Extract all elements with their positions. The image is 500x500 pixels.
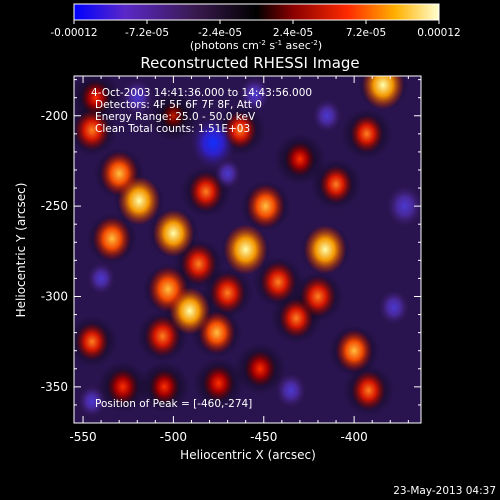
colorbar-tick-label: -0.00012 [50,27,97,39]
colorbar-gradient [74,4,439,20]
x-tick-label: -550 [69,430,96,444]
x-tick-label: -500 [160,430,187,444]
axis-ticks: -550 -500 -450 -400 -200 -250 -300 -350 [41,76,421,444]
y-tick-label: -300 [41,289,68,303]
colorbar-units: (photons cm-2 s-1 asec-2) [190,39,322,52]
info-line: 4-Oct-2003 14:41:36.000 to 14:43:56.000 [91,87,312,99]
info-line: Detectors: 4F 5F 6F 7F 8F, Att 0 [95,99,262,111]
y-axis-label: Heliocentric Y (arcsec) [14,183,28,318]
colorbar: -0.00012 -7.2e-05 -2.4e-05 2.4e-05 7.2e-05 0.… [50,3,461,52]
emission-source [169,287,211,335]
colorbar-tick-label: 7.2e-05 [346,27,386,39]
colorbar-frame [73,3,440,21]
emission-source [244,350,276,387]
negative-residual [312,99,342,133]
emission-source [319,165,353,204]
emission-source [260,261,297,303]
emission-source [117,176,161,226]
emission-source [152,209,195,257]
emission-source [300,276,336,317]
colorbar-tick-label: -2.4e-05 [198,27,242,39]
emission-source [74,109,110,151]
emission-source [144,315,181,357]
peak-position-label: Position of Peak = [-460,-274] [95,398,252,410]
emission-source [80,80,111,115]
negative-residual [78,385,106,417]
emission-source [350,114,384,153]
plot-frame [73,75,422,424]
colorbar-tick-label: 0.00012 [417,27,460,39]
plot-title: Reconstructed RHESSI Image [140,54,359,72]
emission-source [188,172,224,212]
negative-residual [378,290,409,325]
info-line: Energy Range: 25.0 - 50.0 keV [95,111,256,123]
emission-source [223,224,268,275]
x-tick-label: -450 [250,430,277,444]
negative-residual [214,158,241,189]
info-line: Clean Total counts: 1.51E+03 [95,123,250,135]
y-tick-label: -350 [41,380,68,394]
negative-residual [87,262,115,295]
emission-source [209,272,246,314]
emission-source [180,243,217,285]
footer-date: 23-May-2013 04:37 [393,485,496,497]
y-tick-label: -250 [41,199,68,213]
negative-residual [239,76,270,112]
x-tick-label: -400 [341,430,368,444]
observation-info: 4-Oct-2003 14:41:36.000 to 14:43:56.000 … [91,87,312,135]
emission-source [351,370,386,411]
colorbar-ticks: -0.00012 -7.2e-05 -2.4e-05 2.4e-05 7.2e-05 0.… [50,20,461,39]
emission-source [149,369,180,405]
negative-residual [121,79,153,116]
emission-source [335,329,373,372]
emission-source [107,368,139,405]
emission-source [161,101,186,130]
emission-map [74,76,421,417]
emission-source [223,111,257,150]
emission-source [75,322,109,361]
emission-source [246,184,285,229]
negative-residual [386,185,421,227]
emission-source [202,365,235,402]
emission-source [284,141,315,177]
colorbar-tick-label: -7.2e-05 [125,27,169,39]
image-area [74,76,421,423]
colorbar-tick-label: 2.4e-05 [273,27,313,39]
y-tick-label: -200 [41,109,68,123]
x-axis-label: Heliocentric X (arcsec) [180,448,316,462]
emission-source [92,216,132,261]
negative-residual [275,373,306,408]
emission-source [361,76,405,110]
emission-source [303,225,347,274]
